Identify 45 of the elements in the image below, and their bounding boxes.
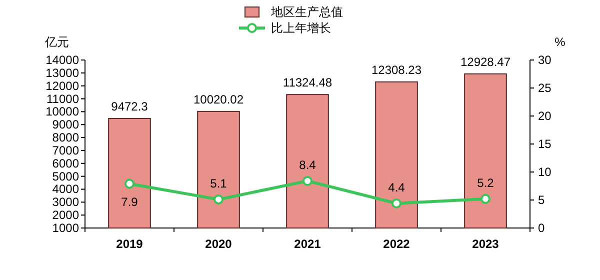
y-tick-label: 7000 [52, 143, 80, 158]
y-tick-label: 12000 [46, 78, 80, 93]
data-label: 12928.47 [460, 54, 511, 69]
y-tick-label: 8000 [52, 130, 80, 145]
point [124, 178, 134, 189]
y2-tick-label: 10 [538, 165, 552, 179]
data-label: 9472.3 [111, 100, 148, 114]
point [214, 194, 224, 204]
y-tick-label: 14000 [46, 53, 80, 67]
y-tick-label: 4000 [52, 182, 80, 196]
data-label: 8.4 [299, 158, 316, 172]
y-tick-label: 10000 [46, 104, 80, 119]
y-tick-label: 1000 [52, 221, 80, 235]
y2-tick-label: 20 [538, 109, 552, 123]
data-label: 10020.02 [193, 92, 244, 106]
y2-tick-label: 5 [538, 193, 545, 207]
data-label: 5.1 [210, 176, 228, 190]
y2-tick-label: 15 [538, 137, 552, 151]
data-label: 12308.23 [371, 62, 422, 77]
data-label: 11324.48 [282, 76, 332, 90]
y2-tick-label: 25 [538, 81, 552, 95]
point [480, 194, 490, 204]
legend-label: 比上年增长 [271, 21, 331, 35]
data-label: 5.2 [477, 176, 494, 190]
y-tick-label: 5000 [52, 169, 80, 184]
y-tick-label: 9000 [52, 118, 80, 132]
y-tick-label: 11000 [46, 92, 80, 106]
data-label: 7.9 [121, 194, 138, 209]
y-tick-label: 3000 [52, 195, 80, 210]
point [302, 176, 312, 186]
x-tick-label: 2019 [116, 237, 144, 251]
y-tick-label: 6000 [52, 156, 80, 170]
y-tick-label: 13000 [46, 66, 80, 80]
y-axis-title: 亿元 [44, 35, 69, 49]
x-tick-label: 2023 [472, 237, 500, 251]
point [392, 198, 402, 208]
legend-label: 地区生产总值 [270, 5, 343, 19]
y2-axis-title: % [554, 35, 566, 49]
data-label: 4.4 [388, 180, 406, 194]
x-tick-label: 2022 [383, 237, 410, 251]
y-tick-label: 2000 [52, 208, 80, 222]
y2-tick-label: 30 [538, 53, 552, 67]
x-tick-label: 2020 [205, 237, 232, 251]
y2-tick-label: 0 [538, 221, 545, 235]
x-tick-label: 2021 [294, 237, 322, 251]
